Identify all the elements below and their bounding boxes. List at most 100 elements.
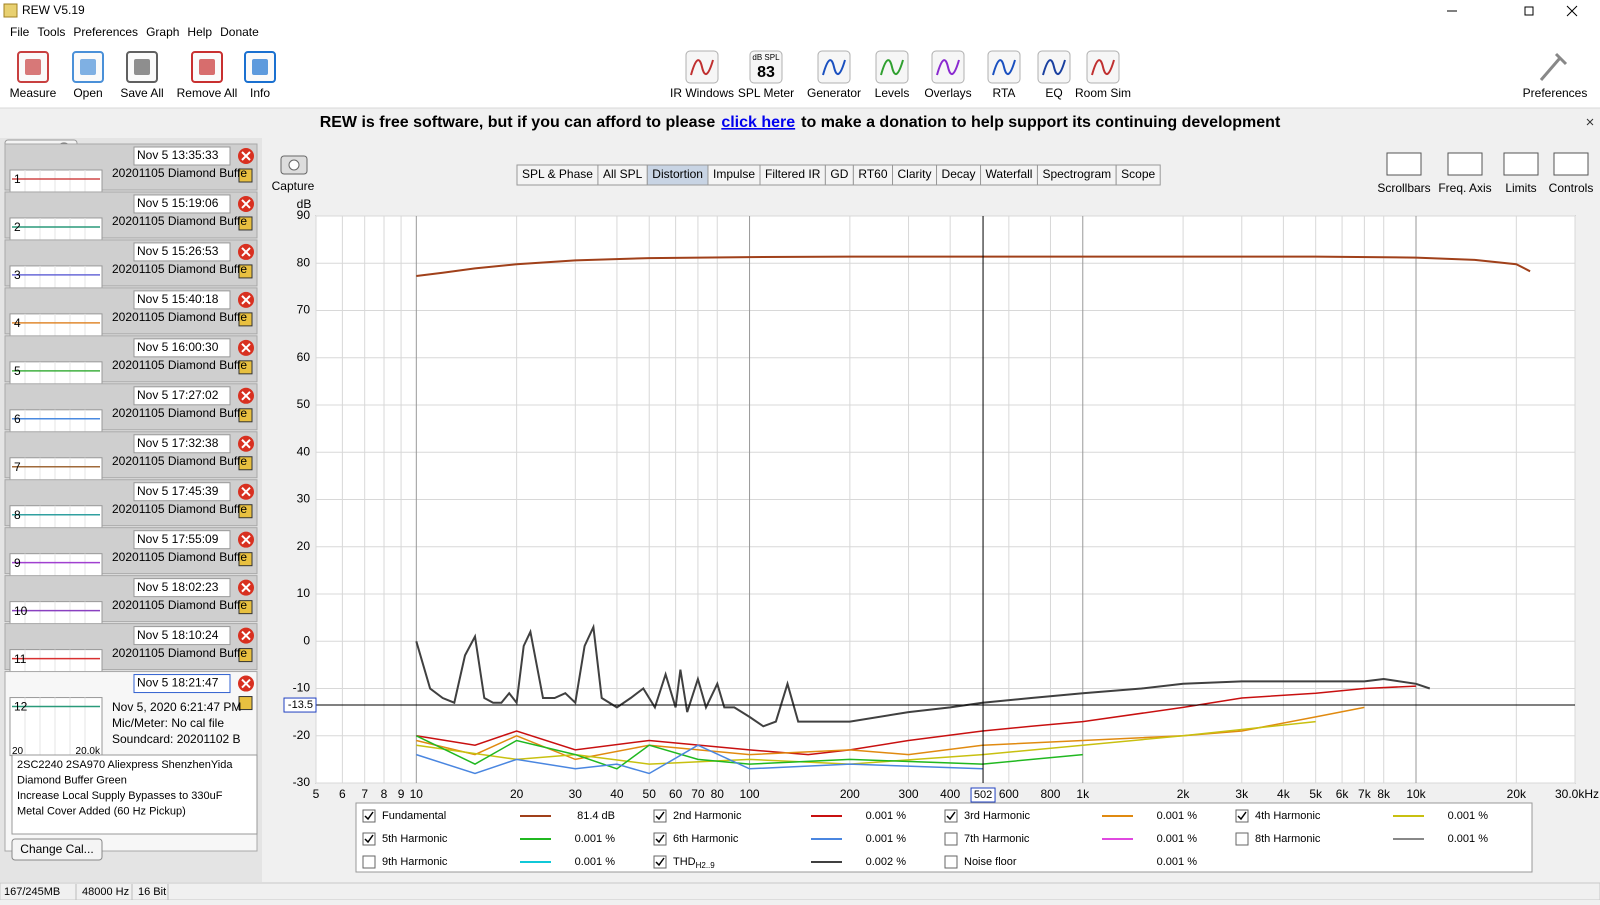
toolbar-button[interactable]: RTA [987,50,1021,100]
measurement-time[interactable]: Nov 5 15:26:53 [137,244,219,258]
graph-tab[interactable]: Spectrogram [1036,164,1117,186]
toolbar-button[interactable]: Save All [120,51,164,100]
toolbar-button[interactable]: EQ [1037,50,1071,100]
measurement-time[interactable]: Nov 5 13:35:33 [137,148,219,162]
banner-close[interactable] [1586,118,1594,126]
measurement-time[interactable]: Nov 5 17:27:02 [137,388,219,402]
x-tick-label: 50 [643,787,657,801]
legend-checkbox[interactable] [362,855,376,869]
menu-item[interactable]: Donate [220,25,259,39]
legend-checkbox[interactable] [653,855,667,869]
button-label: Controls [1549,181,1594,195]
toolbar-button[interactable]: IR Windows [670,50,734,100]
graph-control[interactable]: Freq. Axis [1438,152,1492,195]
legend-checkbox[interactable] [653,809,667,823]
legend-reading: 0.001 % [575,856,616,868]
title-bar [0,0,1600,22]
measurement-item[interactable]: Nov 5 16:00:30 5 20201105 Diamond Buffe [4,335,258,401]
toolbar-button[interactable]: Room Sim [1075,50,1131,100]
edit-icon[interactable] [238,216,253,231]
toolbar-button[interactable]: Generator [807,50,861,100]
legend-checkbox[interactable] [362,832,376,846]
measurement-item[interactable]: Nov 5 17:27:02 6 20201105 Diamond Buffe [4,383,258,449]
toolbar-button[interactable]: Levels [875,50,910,100]
graph-control[interactable]: Controls [1549,152,1594,195]
toolbar-button[interactable]: Measure [10,51,57,100]
graph-tab[interactable]: GD [824,164,854,186]
measurement-time[interactable]: Nov 5 17:55:09 [137,532,219,546]
graph-tab[interactable]: Decay [936,164,982,186]
graph-tab[interactable]: Distortion [646,164,709,186]
edit-icon[interactable] [238,168,253,183]
measurement-number: 3 [14,268,21,282]
toolbar-button[interactable]: Info [244,51,276,100]
legend-checkbox[interactable] [362,809,376,823]
tab-label: Waterfall [986,167,1033,181]
button-label: Levels [875,86,910,100]
edit-icon[interactable] [238,600,253,615]
graph-control[interactable]: Limits [1503,152,1539,195]
series-line [415,735,1083,770]
menu-item[interactable]: Help [187,25,212,39]
measurement-time[interactable]: Nov 5 18:10:24 [137,628,219,642]
remove-glyph [241,487,251,497]
measurement-time[interactable]: Nov 5 15:19:06 [137,196,219,210]
check-mark [655,857,665,867]
measurement-time[interactable]: Nov 5 16:00:30 [137,340,219,354]
edit-icon[interactable] [238,696,253,711]
restore[interactable] [1524,6,1534,16]
capture-button[interactable]: Capture [272,155,315,193]
graph-tab[interactable]: RT60 [852,164,894,186]
edit-icon[interactable] [238,312,253,327]
button-glyph [880,59,904,76]
edit-icon[interactable] [238,408,253,423]
edit-icon[interactable] [238,552,253,567]
menu-item[interactable]: Tools [37,25,65,39]
change-cal-button[interactable]: Change Cal... [11,838,103,861]
measurement-time[interactable]: Nov 5 17:45:39 [137,484,219,498]
legend-checkbox[interactable] [944,809,958,823]
close[interactable] [1566,5,1578,17]
toolbar-button[interactable]: Open [72,51,104,100]
measurement-item[interactable]: Nov 5 15:26:53 3 20201105 Diamond Buffe [4,239,258,305]
graph-tab[interactable]: Impulse [707,164,761,186]
toolbar-button[interactable]: Preferences [1523,52,1588,100]
graph-tab[interactable]: Scope [1115,164,1161,186]
graph-tab[interactable]: All SPL [597,164,648,186]
legend-checkbox[interactable] [653,832,667,846]
menu-item[interactable]: Preferences [73,25,138,39]
graph-tab[interactable]: Filtered IR [759,164,826,186]
toolbar-button[interactable]: dB SPL 83 SPL Meter [738,50,794,100]
legend-name-text: 6th Harmonic [673,833,739,845]
button-glyph [1539,52,1568,81]
legend-checkbox[interactable] [1235,832,1249,846]
edit-icon[interactable] [238,504,253,519]
measurement-item[interactable]: Nov 5 18:02:23 10 20201105 Diamond Buffe [4,575,258,641]
menu-item[interactable]: Graph [146,25,179,39]
banner-link[interactable]: click here [721,114,795,131]
graph-tab[interactable]: Waterfall [980,164,1038,186]
toolbar-button[interactable]: Overlays [924,50,972,100]
measurement-number: 11 [14,652,27,666]
edit-icon[interactable] [238,648,253,663]
measurement-time[interactable]: Nov 5 15:40:18 [137,292,219,306]
graph-tab[interactable]: SPL & Phase [516,164,599,186]
measurement-item[interactable]: Nov 5 18:21:47 12 20 20.0k Nov 5, 2020 6:21:… [4,671,258,852]
graph-tab[interactable]: Clarity [892,164,938,186]
legend-checkbox[interactable] [1235,809,1249,823]
edit-icon[interactable] [238,456,253,471]
edit-icon[interactable] [238,360,253,375]
menu-item[interactable]: File [10,25,30,39]
legend-name-text: 2nd Harmonic [673,810,742,822]
toolbar-button[interactable]: Remove All [177,51,238,100]
measurement-time[interactable]: Nov 5 17:32:38 [137,436,219,450]
measurement-time[interactable]: Nov 5 18:02:23 [137,580,219,594]
legend-checkbox[interactable] [944,855,958,869]
edit-icon[interactable] [238,264,253,279]
graph-control[interactable]: Scrollbars [1377,152,1431,195]
measurement-time[interactable]: Nov 5 18:21:47 [137,676,219,690]
legend-checkbox[interactable] [944,832,958,846]
measurement-number: 5 [14,364,21,378]
measurement-item[interactable]: Nov 5 18:10:24 11 20201105 Diamond Buffe [4,623,258,689]
